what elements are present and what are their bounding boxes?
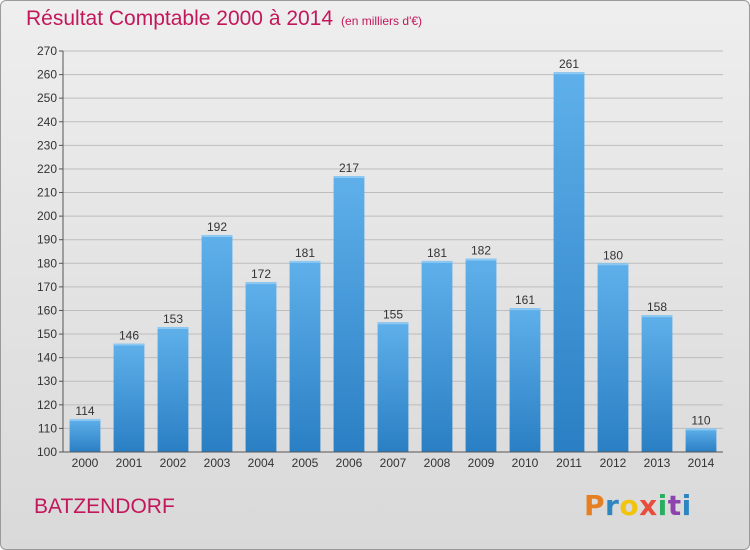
data-label: 110 [691,413,710,427]
bar-2001 [113,343,145,452]
y-tick-label: 190 [37,233,57,247]
x-tick-label: 2011 [556,456,582,470]
chart-title: Résultat Comptable 2000 à 2014 (en millie… [26,7,422,31]
bar-highlight [685,428,717,431]
data-label: 261 [559,57,579,71]
y-tick-label: 210 [37,186,57,200]
y-tick-label: 140 [37,351,57,365]
bar-highlight [421,260,453,263]
y-tick-label: 130 [37,374,57,388]
bar-highlight [377,322,409,325]
x-tick-label: 2000 [72,456,99,470]
data-label: 182 [471,244,491,258]
logo-letter: i [681,489,692,522]
data-label: 161 [515,293,535,307]
chart-subtitle: (en milliers d'€) [341,14,423,28]
bar-2008 [421,260,453,452]
y-tick-label: 160 [37,303,57,317]
bar-highlight [553,72,585,75]
y-tick-label: 240 [37,115,57,129]
y-axis-ticks: 100 110 120 130 140 150 160 170 180 190 200 210 220 2… [37,44,64,459]
x-tick-label: 2001 [116,456,143,470]
y-tick-label: 120 [37,398,57,412]
y-tick-label: 150 [37,327,57,341]
x-tick-label: 2003 [204,456,231,470]
data-label: 172 [251,267,271,281]
y-tick-label: 230 [37,138,57,152]
logo-letter: P [584,489,606,522]
data-label: 158 [647,300,667,314]
bar-2003 [201,234,233,452]
bar-2004 [245,282,277,452]
logo-letter: i [657,489,668,522]
bar-highlight [113,343,145,346]
bar-highlight [465,258,497,261]
y-tick-label: 100 [37,445,57,459]
bar-2013 [641,315,673,452]
data-label: 180 [603,248,623,262]
bar-2005 [289,260,321,452]
bar-highlight [333,176,365,179]
bar-highlight [641,315,673,318]
x-tick-label: 2007 [380,456,407,470]
y-tick-label: 110 [38,421,57,435]
y-tick-label: 260 [37,68,57,82]
bar-highlight [245,282,277,285]
logo-letter: t [667,489,682,522]
y-tick-label: 250 [37,91,57,105]
bar-highlight [157,326,189,329]
logo-letter: o [619,489,640,522]
bar-2011 [553,72,585,453]
bar-2006 [333,176,365,453]
y-tick-label: 170 [37,280,57,294]
bar-2007 [377,322,409,452]
x-tick-label: 2002 [160,456,187,470]
data-label: 155 [383,307,403,321]
x-tick-label: 2004 [248,456,275,470]
x-tick-label: 2009 [468,456,495,470]
bar-2014 [685,428,717,452]
data-label: 181 [295,246,315,260]
data-label: 217 [339,161,359,175]
y-tick-label: 180 [37,256,57,270]
bar-2000 [69,418,101,452]
proxiti-logo: Proxiti [584,489,692,522]
x-axis-ticks: 2000 2001 2002 2003 2004 2005 2006 2007 2008 2009… [63,451,723,470]
data-label: 153 [163,312,183,326]
commune-name: BATZENDORF [34,495,175,518]
chart-title-text: Résultat Comptable 2000 à 2014 [26,7,334,30]
data-label: 114 [75,404,94,418]
bar-highlight [509,308,541,311]
x-tick-label: 2006 [336,456,363,470]
data-labels: 114 146 153 192 172 181 217 155 181 182 161 261 180 1… [75,57,710,427]
bar-highlight [289,260,321,263]
x-tick-label: 2008 [424,456,451,470]
bar-2009 [465,258,497,452]
y-tick-label: 270 [37,44,57,58]
x-tick-label: 2012 [600,456,627,470]
bar-highlight [597,263,629,266]
data-label: 192 [207,220,227,234]
logo-letter: x [639,489,658,522]
y-tick-label: 220 [37,162,57,176]
data-label: 181 [427,246,447,260]
x-tick-label: 2010 [512,456,539,470]
bars [69,72,717,453]
bar-highlight [69,418,101,421]
bar-2010 [509,308,541,452]
bar-highlight [201,234,233,237]
logo-letter: r [605,489,620,522]
x-tick-label: 2014 [688,456,715,470]
x-tick-label: 2013 [644,456,671,470]
x-tick-label: 2005 [292,456,319,470]
y-tick-label: 200 [37,209,57,223]
data-label: 146 [119,328,139,342]
bar-2002 [157,326,189,452]
bar-2012 [597,263,629,452]
